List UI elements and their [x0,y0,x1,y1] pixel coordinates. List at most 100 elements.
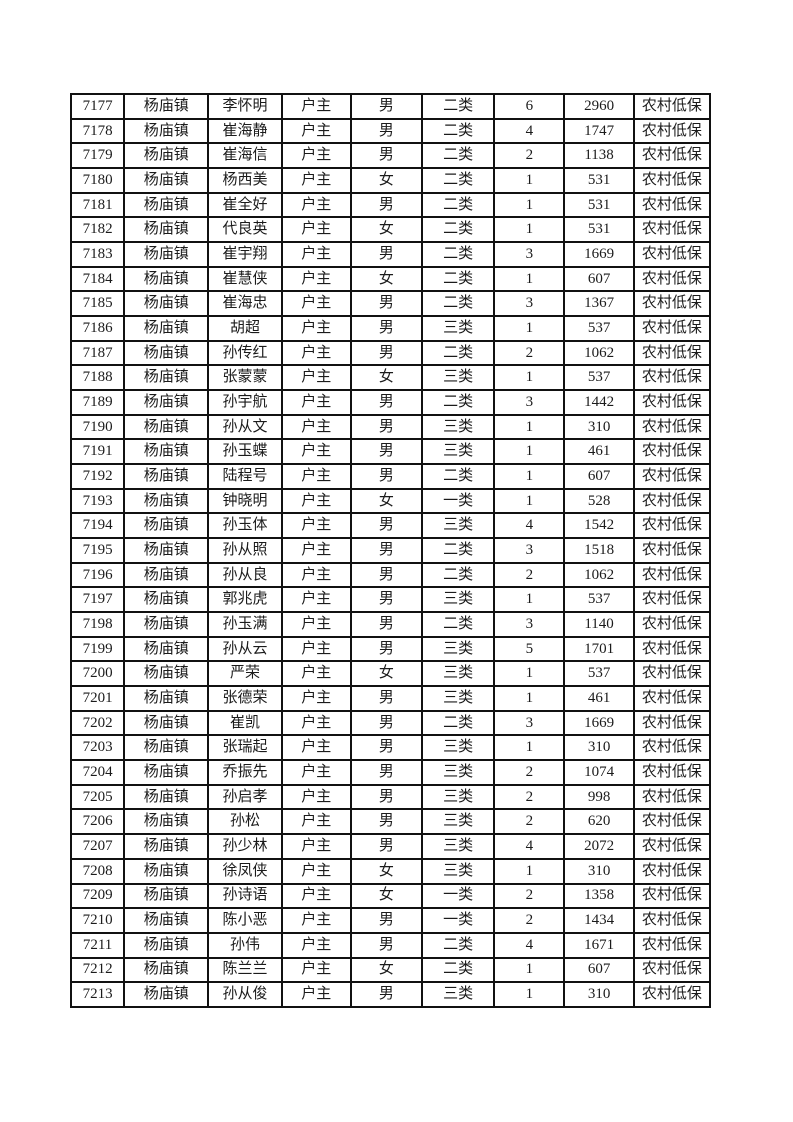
town-cell: 杨庙镇 [123,709,210,737]
category-cell: 二类 [421,611,496,638]
serial-number-cell: 7190 [69,413,126,441]
amount-cell: 998 [563,783,635,811]
table-row: 7210 杨庙镇 陈小恶 户主男一类 2 1434 农村低保 [69,907,712,934]
household-count-cell: 2 [493,907,566,934]
household-relation-cell: 户主 [280,265,352,293]
serial-number-cell: 7208 [69,857,126,885]
town-cell: 杨庙镇 [123,759,210,786]
table-row: 7190 杨庙镇 孙从文 户主男三类 1 310 农村低保 [69,413,712,441]
person-name-cell: 陈兰兰 [207,956,283,984]
category-cell: 二类 [421,339,496,367]
household-relation-cell: 户主 [280,487,352,515]
household-relation-cell: 户主 [280,833,352,860]
person-name-cell: 孙伟 [207,931,283,959]
gender-cell: 男 [349,413,424,441]
person-name-cell: 孙松 [207,808,283,836]
person-name-cell: 崔凯 [207,709,283,737]
table-row: 7196 杨庙镇 孙从良 户主男二类 2 1062 农村低保 [69,561,712,589]
table-row: 7194 杨庙镇 孙玉体 户主男三类 4 1542 农村低保 [69,512,712,540]
person-name-cell: 孙从照 [207,537,283,564]
table-row: 7203 杨庙镇 张瑞起 户主男三类 1 310 农村低保 [69,734,712,762]
category-cell: 二类 [421,709,496,737]
amount-cell: 537 [563,364,635,392]
household-count-cell: 2 [493,142,566,170]
table-row: 7179 杨庙镇 崔海信 户主男二类 2 1138 农村低保 [69,142,712,170]
gender-cell: 男 [349,339,424,367]
household-relation-cell: 户主 [280,611,352,638]
town-cell: 杨庙镇 [123,117,210,145]
amount-cell: 537 [563,660,635,688]
serial-number-cell: 7196 [69,561,126,589]
assistance-type-cell: 农村低保 [632,833,712,860]
gender-cell: 男 [349,463,424,490]
amount-cell: 1701 [563,635,635,663]
amount-cell: 310 [563,413,635,441]
town-cell: 杨庙镇 [123,241,210,268]
household-count-cell: 1 [493,981,566,1008]
amount-cell: 310 [563,734,635,762]
table-row: 7182 杨庙镇 代良英 户主女二类 1 531 农村低保 [69,216,712,244]
town-cell: 杨庙镇 [123,487,210,515]
person-name-cell: 张瑞起 [207,734,283,762]
assistance-type-cell: 农村低保 [632,167,712,194]
category-cell: 一类 [421,882,496,910]
household-relation-cell: 户主 [280,685,352,712]
gender-cell: 男 [349,635,424,663]
person-name-cell: 孙宇航 [207,389,283,416]
household-relation-cell: 户主 [280,512,352,540]
household-count-cell: 1 [493,364,566,392]
person-name-cell: 孙启孝 [207,783,283,811]
table-row: 7191 杨庙镇 孙玉蝶 户主男三类 1 461 农村低保 [69,438,712,466]
amount-cell: 1434 [563,907,635,934]
amount-cell: 1140 [563,611,635,638]
category-cell: 二类 [421,290,496,318]
serial-number-cell: 7202 [69,709,126,737]
assistance-type-cell: 农村低保 [632,315,712,342]
person-name-cell: 代良英 [207,216,283,244]
serial-number-cell: 7192 [69,463,126,490]
serial-number-cell: 7203 [69,734,126,762]
household-relation-cell: 户主 [280,586,352,614]
town-cell: 杨庙镇 [123,685,210,712]
amount-cell: 1747 [563,117,635,145]
household-count-cell: 2 [493,882,566,910]
serial-number-cell: 7188 [69,364,126,392]
amount-cell: 531 [563,216,635,244]
household-relation-cell: 户主 [280,561,352,589]
household-count-cell: 6 [493,93,566,120]
household-count-cell: 1 [493,956,566,984]
category-cell: 三类 [421,315,496,342]
serial-number-cell: 7205 [69,783,126,811]
person-name-cell: 严荣 [207,660,283,688]
serial-number-cell: 7178 [69,117,126,145]
person-name-cell: 陆程号 [207,463,283,490]
assistance-type-cell: 农村低保 [632,907,712,934]
assistance-type-cell: 农村低保 [632,586,712,614]
amount-cell: 528 [563,487,635,515]
person-name-cell: 郭兆虎 [207,586,283,614]
assistance-type-cell: 农村低保 [632,216,712,244]
household-count-cell: 1 [493,413,566,441]
town-cell: 杨庙镇 [123,339,210,367]
household-relation-cell: 户主 [280,635,352,663]
household-relation-cell: 户主 [280,907,352,934]
town-cell: 杨庙镇 [123,660,210,688]
assistance-type-cell: 农村低保 [632,93,712,120]
household-relation-cell: 户主 [280,931,352,959]
amount-cell: 1062 [563,561,635,589]
assistance-type-cell: 农村低保 [632,759,712,786]
assistance-type-cell: 农村低保 [632,635,712,663]
table-row: 7193 杨庙镇 钟晓明 户主女一类 1 528 农村低保 [69,487,712,515]
table-row: 7213 杨庙镇 孙从俊 户主男三类 1 310 农村低保 [69,981,712,1008]
assistance-type-cell: 农村低保 [632,685,712,712]
amount-cell: 310 [563,857,635,885]
amount-cell: 607 [563,265,635,293]
household-count-cell: 1 [493,660,566,688]
town-cell: 杨庙镇 [123,290,210,318]
serial-number-cell: 7213 [69,981,126,1008]
person-name-cell: 钟晓明 [207,487,283,515]
table-row: 7187 杨庙镇 孙传红 户主男二类 2 1062 农村低保 [69,339,712,367]
serial-number-cell: 7210 [69,907,126,934]
category-cell: 三类 [421,734,496,762]
household-count-cell: 3 [493,611,566,638]
